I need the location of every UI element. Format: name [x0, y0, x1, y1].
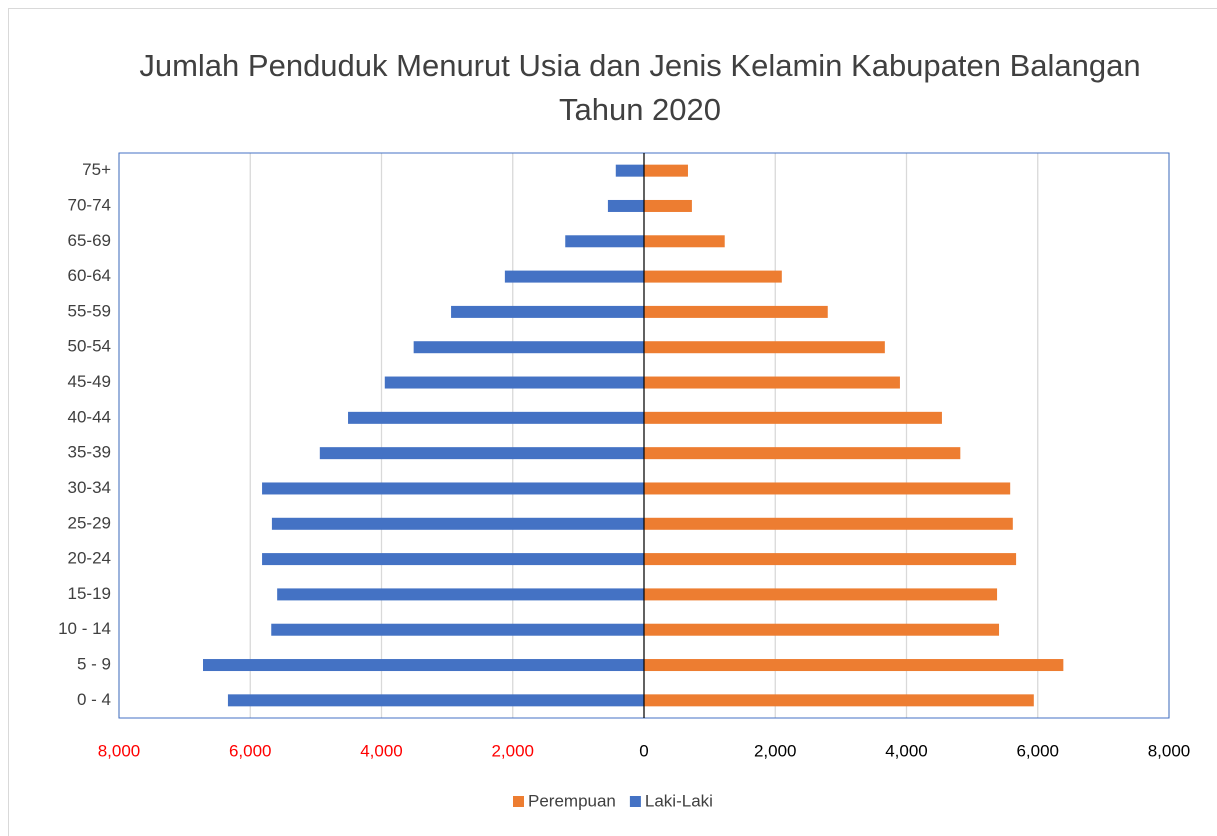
y-tick-label: 25-29: [68, 513, 111, 532]
bar: [644, 164, 688, 177]
bar: [348, 411, 644, 424]
bar: [644, 517, 1013, 530]
x-tick-label: 6,000: [1016, 741, 1059, 760]
bar: [644, 199, 692, 212]
x-tick-label: 2,000: [491, 741, 534, 760]
bar: [615, 164, 644, 177]
bar: [644, 235, 725, 248]
x-tick-label: 2,000: [754, 741, 797, 760]
bar: [644, 623, 1000, 636]
bar: [644, 305, 828, 318]
bar: [504, 270, 644, 283]
x-tick-label: 8,000: [98, 741, 141, 760]
legend-swatch: [629, 796, 641, 807]
y-tick-label: 40-44: [68, 407, 111, 426]
y-tick-label: 65-69: [68, 231, 111, 250]
bar: [644, 694, 1034, 707]
legend-label: Laki-Laki: [645, 791, 713, 810]
bar: [644, 553, 1017, 566]
y-tick-label: 15-19: [68, 584, 111, 603]
y-tick-label: 10 - 14: [58, 619, 111, 638]
chart-title: Jumlah Penduduk Menurut Usia dan Jenis K…: [139, 48, 1141, 127]
y-tick-label: 0 - 4: [77, 690, 111, 709]
y-tick-label: 50-54: [68, 337, 111, 356]
bar: [607, 199, 644, 212]
y-tick-label: 5 - 9: [77, 655, 111, 674]
x-tick-label: 4,000: [360, 741, 403, 760]
bar: [262, 482, 644, 495]
bar: [271, 623, 644, 636]
x-tick-label: 6,000: [229, 741, 272, 760]
bar: [565, 235, 644, 248]
bar: [319, 447, 644, 460]
bar: [413, 341, 644, 354]
bar: [262, 553, 644, 566]
bar: [644, 659, 1064, 672]
y-tick-label: 55-59: [68, 301, 111, 320]
legend-swatch: [513, 796, 524, 807]
y-tick-label: 75+: [82, 160, 111, 179]
bar: [451, 305, 644, 318]
chart-border: [8, 8, 1217, 836]
y-tick-label: 60-64: [68, 266, 111, 285]
bar: [644, 482, 1011, 495]
bar: [644, 270, 782, 283]
bar: [384, 376, 644, 389]
x-tick-label: 0: [639, 741, 648, 760]
bar: [644, 411, 942, 424]
bar: [644, 588, 998, 601]
y-tick-label: 45-49: [68, 372, 111, 391]
x-tick-label: 4,000: [885, 741, 928, 760]
bar: [644, 376, 900, 389]
bar: [203, 659, 644, 672]
bar: [271, 517, 644, 530]
x-tick-label: 8,000: [1148, 741, 1191, 760]
bar: [227, 694, 644, 707]
bar: [644, 341, 885, 354]
legend-label: Perempuan: [528, 791, 616, 810]
bar: [644, 447, 961, 460]
y-tick-label: 20-24: [68, 549, 111, 568]
y-tick-label: 30-34: [68, 478, 111, 497]
y-tick-label: 35-39: [68, 443, 111, 462]
y-tick-label: 70-74: [68, 195, 111, 214]
bar: [277, 588, 644, 601]
